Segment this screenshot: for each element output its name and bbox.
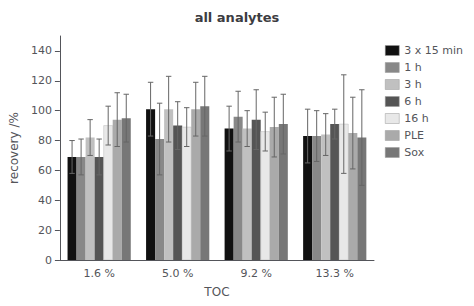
svg-text:recovery /%: recovery /% — [7, 112, 21, 184]
svg-text:6 h: 6 h — [404, 95, 421, 108]
svg-text:40: 40 — [38, 194, 52, 207]
svg-text:all analytes: all analytes — [195, 10, 280, 25]
svg-text:60: 60 — [38, 164, 52, 177]
svg-text:PLE: PLE — [404, 129, 424, 142]
svg-text:120: 120 — [31, 74, 52, 87]
svg-text:140: 140 — [31, 44, 52, 57]
svg-text:1 h: 1 h — [404, 61, 421, 74]
svg-text:9.2 %: 9.2 % — [240, 267, 271, 280]
svg-text:13.3 %: 13.3 % — [316, 267, 354, 280]
svg-text:3 x 15 min: 3 x 15 min — [404, 44, 463, 57]
svg-text:20: 20 — [38, 224, 52, 237]
svg-text:100: 100 — [31, 104, 52, 117]
svg-text:16 h: 16 h — [404, 112, 428, 125]
svg-text:1.6 %: 1.6 % — [83, 267, 114, 280]
svg-text:TOC: TOC — [203, 285, 229, 299]
svg-text:80: 80 — [38, 134, 52, 147]
svg-text:Sox: Sox — [404, 146, 424, 159]
svg-text:3 h: 3 h — [404, 78, 421, 91]
svg-text:0: 0 — [45, 254, 52, 267]
svg-text:5.0 %: 5.0 % — [162, 267, 193, 280]
